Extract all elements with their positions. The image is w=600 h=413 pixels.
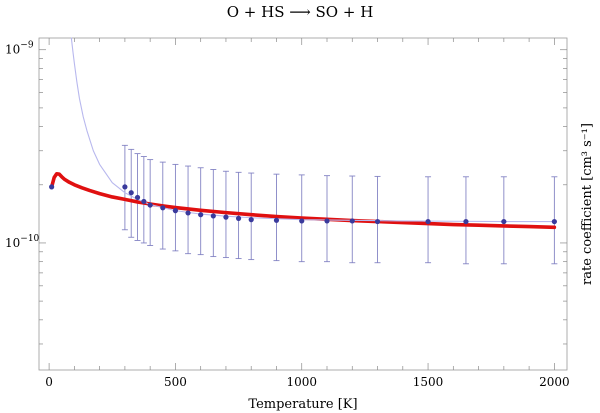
data-point — [147, 202, 153, 208]
series-lines — [49, 37, 557, 230]
data-point — [49, 184, 55, 190]
x-tick-labels: 0 500 1000 1500 2000 — [45, 375, 569, 389]
data-point — [141, 198, 147, 205]
y-axis-label: rate coefficient [cm³ s⁻¹] — [580, 123, 595, 285]
data-point — [324, 218, 330, 224]
y-tick-label: 10−10 — [5, 234, 40, 250]
error-bars — [121, 144, 558, 265]
data-point — [374, 218, 381, 225]
data-point — [425, 218, 431, 225]
data-point — [551, 218, 557, 225]
y-tick-labels: 10−9 10−10 — [5, 41, 40, 250]
x-tick-label: 1500 — [413, 375, 444, 389]
data-point — [128, 190, 134, 196]
data-point — [185, 210, 191, 216]
y-tick-label: 10−9 — [5, 41, 34, 57]
data-point — [501, 218, 507, 225]
x-tick-label: 0 — [45, 375, 53, 389]
x-tick-label: 2000 — [539, 375, 570, 389]
data-point — [299, 218, 305, 224]
data-point — [210, 213, 216, 219]
data-point — [349, 218, 355, 224]
major-ticks — [39, 38, 567, 370]
data-point — [223, 214, 229, 220]
data-point — [198, 212, 204, 218]
chart-title: O + HS ⟶ SO + H — [227, 3, 374, 21]
data-points — [49, 184, 557, 225]
data-point — [122, 184, 128, 190]
data-point — [134, 194, 141, 201]
minor-ticks — [39, 38, 567, 370]
x-axis-label: Temperature [K] — [248, 397, 357, 412]
x-tick-label: 500 — [164, 375, 187, 389]
data-point — [172, 208, 179, 214]
data-point — [235, 215, 242, 221]
data-point — [463, 218, 469, 225]
data-point — [160, 205, 166, 211]
plot-frame — [38, 37, 568, 371]
data-point — [273, 217, 280, 223]
fit-curve — [49, 171, 557, 230]
data-point — [248, 217, 254, 223]
x-tick-label: 1000 — [286, 375, 317, 389]
